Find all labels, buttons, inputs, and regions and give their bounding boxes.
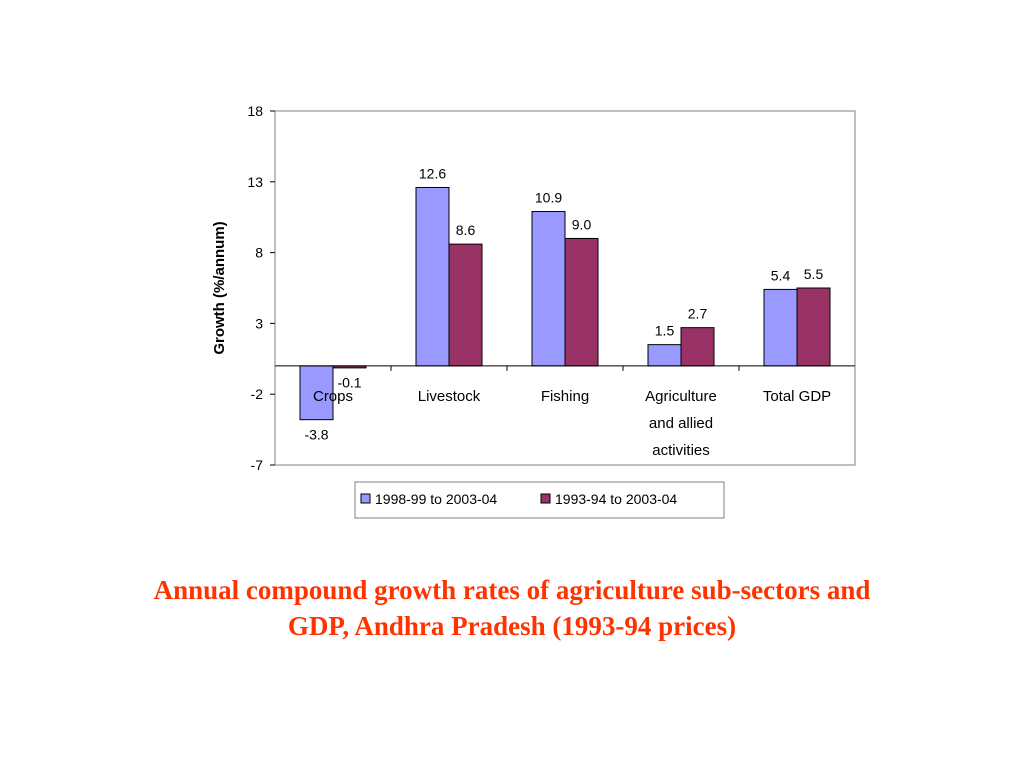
legend-label-series-2: 1993-94 to 2003-04 bbox=[555, 491, 677, 507]
category-label: Total GDP bbox=[763, 388, 831, 405]
legend-box bbox=[354, 481, 725, 519]
bar-series-2 bbox=[448, 243, 483, 367]
legend-label-series-1: 1998-99 to 2003-04 bbox=[375, 491, 497, 507]
bar-series-2 bbox=[796, 287, 831, 367]
caption-line-2: GDP, Andhra Pradesh (1993-94 prices) bbox=[287, 611, 737, 641]
category-label: and allied bbox=[649, 415, 713, 432]
y-tick-label: 13 bbox=[247, 174, 263, 190]
y-tick-label: 18 bbox=[247, 103, 263, 119]
y-tick-label: -7 bbox=[251, 457, 264, 473]
category-label: activities bbox=[652, 442, 710, 459]
data-label: 5.4 bbox=[771, 267, 791, 283]
x-axis-categories: Crops Livestock Fishing Agriculture and alli… bbox=[313, 365, 831, 459]
data-label: 12.6 bbox=[419, 165, 446, 181]
bars bbox=[299, 186, 831, 421]
category-label: Fishing bbox=[541, 388, 589, 405]
legend: 1998-99 to 2003-04 1993-94 to 2003-04 bbox=[354, 481, 725, 519]
data-label: -3.8 bbox=[304, 427, 328, 443]
bar-series-1 bbox=[647, 344, 682, 367]
y-tick-label: -2 bbox=[251, 386, 264, 402]
growth-bar-chart: Growth (%/annum) 18 13 8 3 -2 -7 -3.8 12.6 10.9… bbox=[211, 103, 856, 519]
data-label: 10.9 bbox=[535, 190, 562, 206]
data-labels: -3.8 12.6 10.9 1.5 5.4 -0.1 8.6 9.0 2.7 5.5 bbox=[304, 165, 823, 442]
data-label: 9.0 bbox=[572, 216, 592, 232]
y-tick-label: 3 bbox=[255, 315, 263, 331]
data-label: -0.1 bbox=[337, 374, 361, 390]
bar-series-1 bbox=[415, 186, 450, 367]
bar-series-2 bbox=[564, 237, 599, 367]
data-label: 2.7 bbox=[688, 306, 708, 322]
legend-swatch-series-1 bbox=[360, 493, 371, 504]
y-axis: 18 13 8 3 -2 -7 bbox=[247, 103, 275, 473]
y-axis-label: Growth (%/annum) bbox=[211, 221, 228, 354]
category-label: Agriculture bbox=[645, 388, 717, 405]
bar-series-1 bbox=[763, 288, 798, 367]
legend-swatch-series-2 bbox=[540, 493, 551, 504]
bar-series-1 bbox=[531, 211, 566, 367]
bar-series-1 bbox=[299, 365, 334, 421]
bar-series-2 bbox=[680, 327, 715, 367]
figure-caption: Annual compound growth rates of agricult… bbox=[0, 572, 1024, 644]
caption-line-1: Annual compound growth rates of agricult… bbox=[153, 575, 871, 605]
data-label: 8.6 bbox=[456, 222, 476, 238]
category-label: Crops bbox=[313, 388, 353, 405]
category-label: Livestock bbox=[418, 388, 481, 405]
data-label: 5.5 bbox=[804, 266, 824, 282]
data-label: 1.5 bbox=[655, 323, 675, 339]
y-tick-label: 8 bbox=[255, 245, 263, 261]
